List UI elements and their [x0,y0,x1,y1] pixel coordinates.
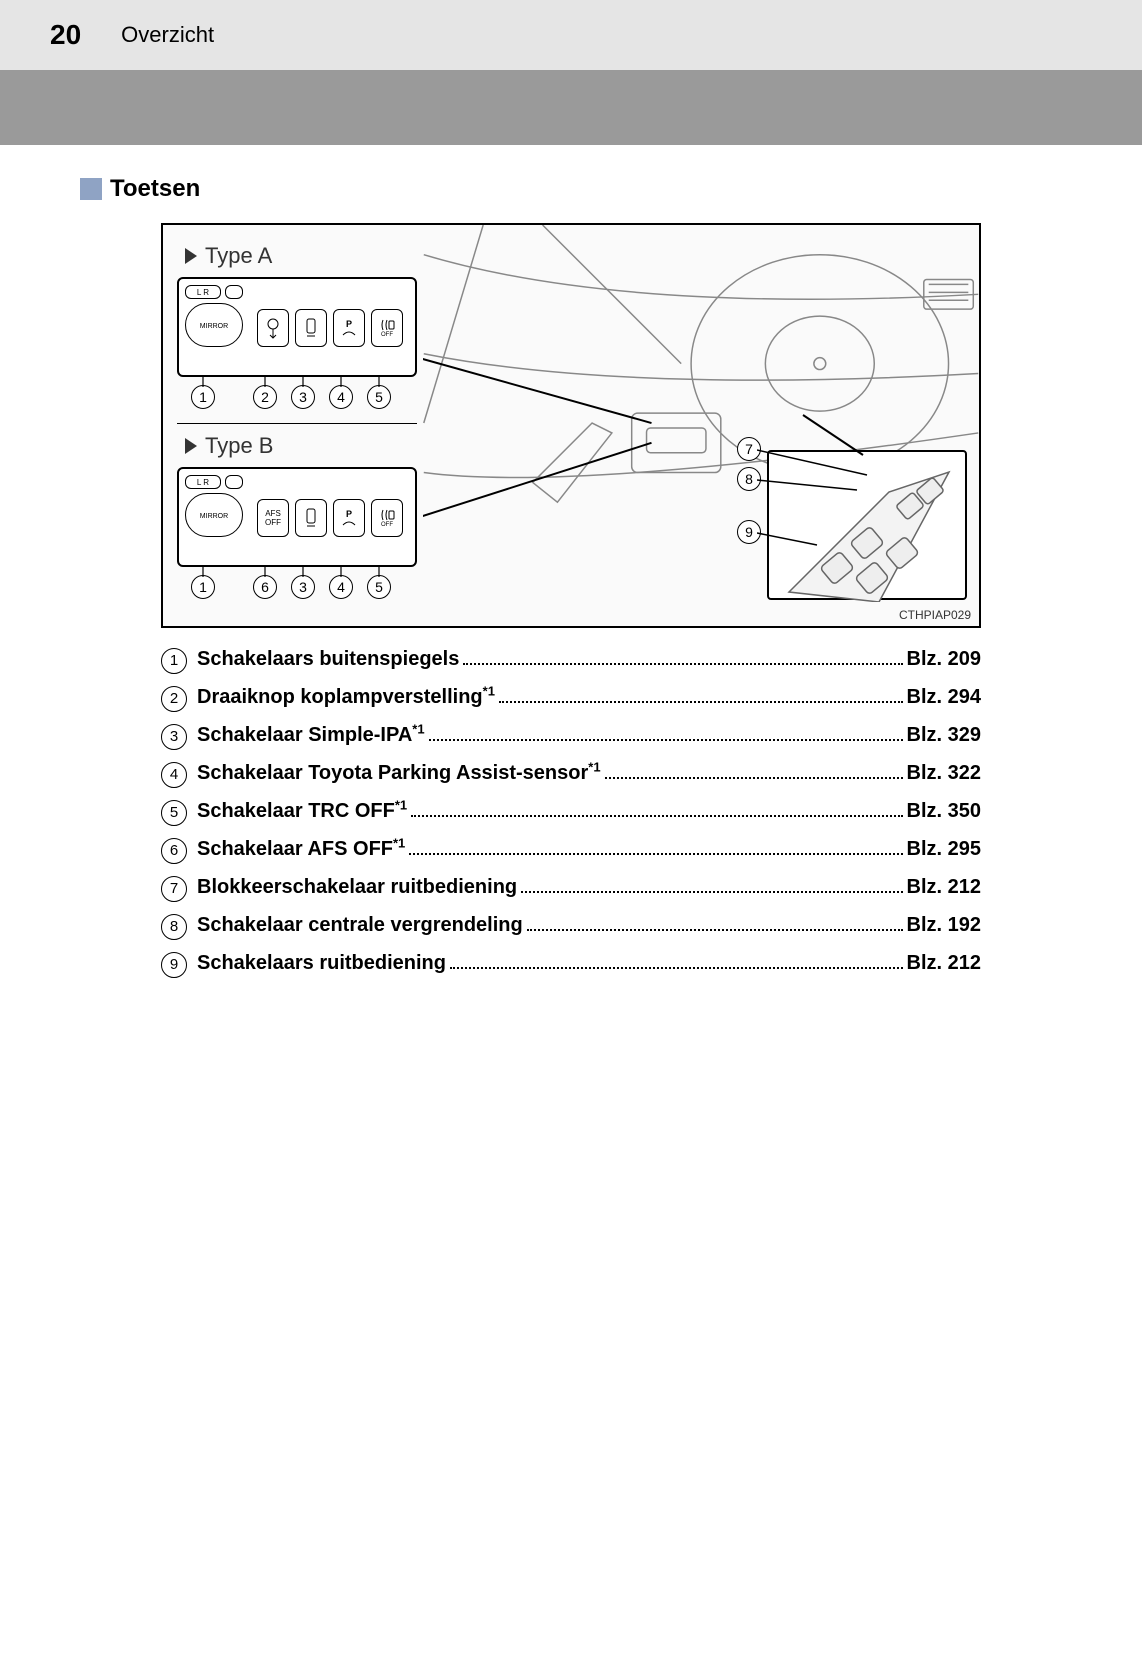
content-area: Toetsen [0,145,1142,982]
leader-dots [499,701,903,703]
index-entries: 1 Schakelaars buitenspiegels Blz. 209 2 Draa… [161,640,981,982]
leader-dots [411,815,902,817]
entry-label: Schakelaar Toyota Parking Assist-sensor*… [197,754,601,792]
leader-dots [527,929,903,931]
index-entry: 1 Schakelaars buitenspiegels Blz. 209 [161,640,981,678]
grey-band [0,70,1142,145]
entry-page: Blz. 212 [907,944,981,982]
entry-number: 6 [161,838,187,864]
leader-dots [429,739,903,741]
section-marker-icon [80,178,102,200]
index-entry: 4 Schakelaar Toyota Parking Assist-sensor… [161,754,981,792]
entry-number: 9 [161,952,187,978]
index-entry: 5 Schakelaar TRC OFF*1 Blz. 350 [161,792,981,830]
leader-dots [450,967,903,969]
entry-label: Schakelaars buitenspiegels [197,640,459,678]
entry-page: Blz. 209 [907,640,981,678]
header-title: Overzicht [121,22,214,48]
page-header: 20 Overzicht [0,0,1142,70]
entry-page: Blz. 212 [907,868,981,906]
index-entry: 7 Blokkeerschakelaar ruitbediening Blz. 21… [161,868,981,906]
entry-superscript: *1 [412,721,424,736]
entry-page: Blz. 322 [907,754,981,792]
section-title: Toetsen [110,175,200,203]
entry-page: Blz. 350 [907,792,981,830]
door-leader-line [163,225,981,628]
leader-dots [521,891,902,893]
entry-number: 8 [161,914,187,940]
entry-superscript: *1 [395,797,407,812]
diagram-reference-code: CTHPIAP029 [899,608,971,622]
entry-superscript: *1 [588,759,600,774]
entry-number: 2 [161,686,187,712]
entry-label: Schakelaar TRC OFF*1 [197,792,407,830]
index-entry: 2 Draaiknop koplampverstelling*1 Blz. 294 [161,678,981,716]
index-entry: 6 Schakelaar AFS OFF*1 Blz. 295 [161,830,981,868]
entry-page: Blz. 295 [907,830,981,868]
entry-number: 7 [161,876,187,902]
entry-label: Schakelaar AFS OFF*1 [197,830,405,868]
page-number: 20 [50,19,81,51]
diagram-box: Type A L R MIRROR P OFF 1 2 [161,223,981,628]
index-entry: 3 Schakelaar Simple-IPA*1 Blz. 329 [161,716,981,754]
section-header: Toetsen [80,175,1052,203]
entry-label: Schakelaar centrale vergrendeling [197,906,523,944]
entry-number: 4 [161,762,187,788]
index-entry: 9 Schakelaars ruitbediening Blz. 212 [161,944,981,982]
entry-label: Schakelaar Simple-IPA*1 [197,716,425,754]
entry-page: Blz. 192 [907,906,981,944]
entry-number: 1 [161,648,187,674]
entry-number: 5 [161,800,187,826]
index-entry: 8 Schakelaar centrale vergrendeling Blz. 1… [161,906,981,944]
entry-superscript: *1 [483,683,495,698]
entry-number: 3 [161,724,187,750]
entry-superscript: *1 [393,835,405,850]
entry-label: Blokkeerschakelaar ruitbediening [197,868,517,906]
leader-dots [605,777,903,779]
entry-label: Draaiknop koplampverstelling*1 [197,678,495,716]
entry-label: Schakelaars ruitbediening [197,944,446,982]
entry-page: Blz. 329 [907,716,981,754]
entry-page: Blz. 294 [907,678,981,716]
leader-dots [409,853,902,855]
leader-dots [463,663,902,665]
